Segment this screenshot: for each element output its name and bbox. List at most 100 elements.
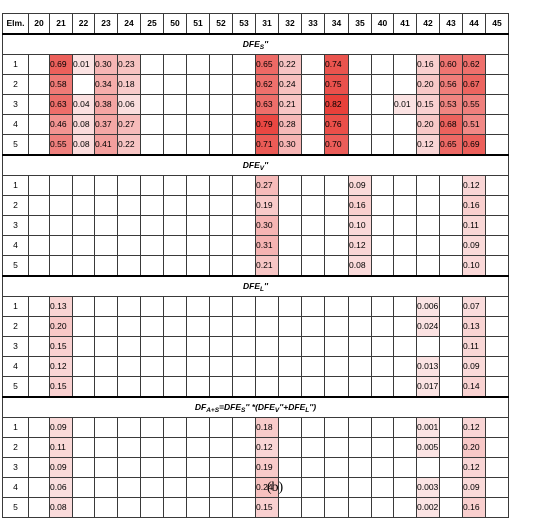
- empty-cell: [28, 437, 50, 458]
- header-col-50: 50: [163, 13, 187, 35]
- empty-cell: [186, 74, 210, 95]
- section-title: DFA+S=DFES'' *(DFEV''+DFEL''): [2, 396, 509, 418]
- empty-cell: [186, 54, 210, 75]
- empty-cell: [163, 54, 187, 75]
- empty-cell: [140, 114, 164, 135]
- empty-cell: [117, 336, 141, 357]
- row-label: 2: [2, 195, 29, 216]
- empty-cell: [209, 255, 233, 277]
- value-cell: 0.82: [324, 94, 349, 115]
- value-cell: 0.69: [49, 54, 73, 75]
- row-label: 2: [2, 74, 29, 95]
- empty-cell: [232, 74, 256, 95]
- empty-cell: [278, 215, 302, 236]
- empty-cell: [186, 316, 210, 337]
- value-cell: 0.23: [117, 54, 141, 75]
- value-cell: 0.017: [416, 376, 440, 398]
- empty-cell: [163, 316, 187, 337]
- value-cell: 0.11: [462, 336, 486, 357]
- empty-cell: [72, 235, 95, 256]
- empty-cell: [348, 94, 372, 115]
- value-cell: 0.09: [462, 477, 486, 498]
- table-row: 2 0.11 0.12 0.005 0.20: [2, 437, 509, 458]
- empty-cell: [416, 195, 440, 216]
- empty-cell: [94, 356, 118, 377]
- table-row: 4 0.06 0.24 0.003 0.09: [2, 477, 509, 498]
- empty-cell: [324, 255, 349, 277]
- header-col-32: 32: [278, 13, 302, 35]
- empty-cell: [278, 356, 302, 377]
- value-cell: 0.62: [255, 74, 279, 95]
- empty-cell: [301, 255, 325, 277]
- empty-cell: [72, 316, 95, 337]
- empty-cell: [163, 215, 187, 236]
- empty-cell: [163, 497, 187, 518]
- empty-cell: [186, 457, 210, 478]
- empty-cell: [348, 296, 372, 317]
- empty-cell: [186, 215, 210, 236]
- section-title-text: '': [264, 160, 269, 170]
- empty-cell: [117, 255, 141, 277]
- empty-cell: [393, 316, 417, 337]
- empty-cell: [186, 235, 210, 256]
- value-cell: 0.21: [255, 255, 279, 277]
- empty-cell: [301, 215, 325, 236]
- value-cell: 0.31: [255, 235, 279, 256]
- row-label: 4: [2, 235, 29, 256]
- empty-cell: [485, 417, 509, 438]
- empty-cell: [140, 235, 164, 256]
- section-title-subscript: V: [274, 407, 280, 414]
- section-title-subscript: V: [259, 165, 265, 172]
- empty-cell: [140, 255, 164, 277]
- empty-cell: [28, 195, 50, 216]
- empty-cell: [371, 74, 394, 95]
- empty-cell: [72, 356, 95, 377]
- empty-cell: [393, 437, 417, 458]
- empty-cell: [348, 417, 372, 438]
- empty-cell: [278, 235, 302, 256]
- value-cell: 0.22: [278, 54, 302, 75]
- section-title-text: '' *(DFE: [245, 402, 275, 412]
- empty-cell: [485, 114, 509, 135]
- empty-cell: [439, 195, 463, 216]
- empty-cell: [393, 215, 417, 236]
- value-cell: 0.09: [348, 175, 372, 196]
- table-row: 1 0.09 0.18 0.001 0.12: [2, 417, 509, 438]
- empty-cell: [140, 356, 164, 377]
- section-title-subscript: S: [241, 407, 246, 414]
- section-title-text: DFE: [242, 39, 260, 49]
- empty-cell: [485, 195, 509, 216]
- empty-cell: [393, 417, 417, 438]
- value-cell: 0.09: [49, 417, 73, 438]
- value-cell: 0.01: [72, 54, 95, 75]
- row-label: 3: [2, 215, 29, 236]
- value-cell: 0.24: [278, 74, 302, 95]
- table-row: 5 0.08 0.15 0.002 0.16: [2, 497, 509, 518]
- empty-cell: [324, 296, 349, 317]
- empty-cell: [72, 74, 95, 95]
- empty-cell: [232, 195, 256, 216]
- value-cell: 0.12: [462, 175, 486, 196]
- table-row: 1 0.69 0.01 0.30 0.23 0.65 0.22 0.74 0.16 0.60 0.6…: [2, 54, 509, 75]
- empty-cell: [94, 296, 118, 317]
- value-cell: 0.65: [255, 54, 279, 75]
- table-row: 1 0.13 0.006 0.07: [2, 296, 509, 317]
- empty-cell: [117, 296, 141, 317]
- empty-cell: [209, 316, 233, 337]
- empty-cell: [117, 235, 141, 256]
- value-cell: 0.18: [255, 417, 279, 438]
- empty-cell: [163, 175, 187, 196]
- dfe-heatmap-table: Elm. 20 21 22 23 24 25 50 51 52 53 31 32 33 34 35 40 41 42…: [2, 13, 509, 518]
- empty-cell: [255, 376, 279, 398]
- value-cell: 0.21: [278, 94, 302, 115]
- empty-cell: [232, 215, 256, 236]
- empty-cell: [348, 134, 372, 156]
- empty-cell: [439, 296, 463, 317]
- value-cell: 0.12: [416, 134, 440, 156]
- section-title-subscript: L: [259, 286, 264, 293]
- value-cell: 0.04: [72, 94, 95, 115]
- value-cell: 0.30: [255, 215, 279, 236]
- empty-cell: [209, 94, 233, 115]
- empty-cell: [232, 437, 256, 458]
- header-element-label: Elm.: [2, 13, 29, 35]
